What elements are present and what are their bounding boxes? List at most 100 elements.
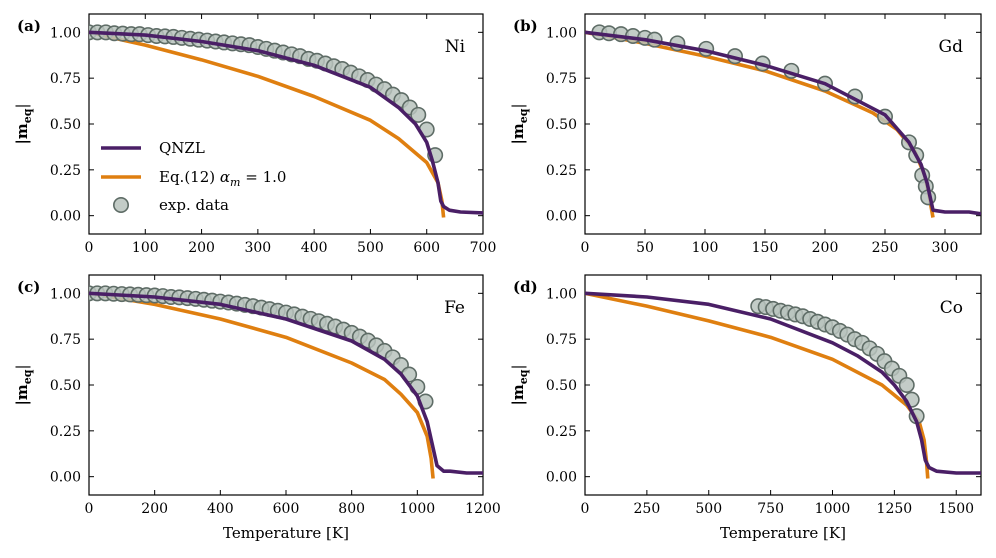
x-tick-label: 150 [752,240,779,256]
chart-panel: 0 250 500 750 1000 1250 1500 0.00 0.25 0.50 0.75 1.… [509,274,982,542]
y-tick-label: 0.25 [50,163,81,179]
y-tick-label: 0.00 [50,209,81,225]
x-tick-label: 700 [470,240,497,256]
x-axis-label: Temperature [K] [223,524,349,542]
legend-label-exp: exp. data [159,196,229,214]
panel-label: (d) [513,278,538,296]
exp-data-point [410,106,427,123]
legend-eq12-suffix: = 1.0 [240,168,286,186]
y-tick-label: 1.00 [50,25,81,41]
y-tick-label: 0.75 [50,71,81,87]
series-line-qnzl [89,30,483,215]
legend-label-qnzl: QNZL [159,139,205,157]
x-tick-label: 200 [141,501,168,517]
x-tick-label: 400 [301,240,328,256]
y-tick-label: 0.75 [50,332,81,348]
y-tick-label: 1.00 [50,286,81,302]
y-tick-label: 0.00 [546,470,577,486]
x-tick-label: 1250 [877,501,913,517]
x-tick-label: 250 [872,240,899,256]
x-tick-label: 200 [188,240,215,256]
y-tick-label: 0.00 [50,470,81,486]
plot-area [89,285,483,479]
plot-area [89,24,483,218]
y-tick-label: 1.00 [546,286,577,302]
x-tick-label: 300 [932,240,959,256]
y-axis-label-sub: eq [517,108,530,123]
y-tick-label: 0.25 [50,424,81,440]
x-tick-label: 600 [273,501,300,517]
x-tick-label: 100 [132,240,159,256]
chart-panel: 0 200 400 600 800 1000 1200 0.00 0.25 0.50 0.75 1.0… [13,274,501,542]
element-label: Gd [939,37,964,57]
x-axis-label: Temperature [K] [720,524,846,542]
y-axis-label: |meq| [509,364,530,405]
x-tick-label: 0 [85,240,94,256]
panel-label: (c) [17,278,40,296]
y-axis-label-end: | [509,364,527,369]
element-label: Co [940,298,963,318]
x-tick-label: 200 [812,240,839,256]
x-tick-label: 50 [636,240,654,256]
y-axis-label-end: | [13,103,31,108]
legend-eq12-prefix: Eq.(12) [159,168,220,186]
series-line-eq12 [585,291,930,479]
x-tick-label: 1000 [400,501,436,517]
y-tick-label: 1.00 [546,25,577,41]
x-tick-label: 1500 [938,501,974,517]
y-axis-label-main: |m [509,384,527,405]
legend-eq12-sub: m [230,176,240,189]
x-tick-label: 100 [692,240,719,256]
x-tick-label: 500 [695,501,722,517]
chart-panel: 0 100 200 300 400 500 600 700 0.00 0.25 0.50 0.75 1.… [13,13,497,256]
y-axis-label: |meq| [509,103,530,144]
y-tick-label: 0.50 [546,378,577,394]
y-tick-label: 0.25 [546,163,577,179]
panel-label: (a) [17,17,41,35]
legend-swatch-exp [113,197,130,214]
y-tick-label: 0.50 [50,117,81,133]
y-axis-label-sub: eq [21,108,34,123]
plot-area [585,24,981,218]
y-tick-label: 0.25 [546,424,577,440]
y-tick-label: 0.75 [546,332,577,348]
y-tick-label: 0.75 [546,71,577,87]
x-tick-label: 400 [207,501,234,517]
legend-label-eq12: Eq.(12) αm = 1.0 [159,168,286,189]
y-tick-label: 0.50 [546,117,577,133]
legend: QNZL Eq.(12) αm = 1.0 exp. data [101,139,286,214]
y-axis-label-main: |m [13,123,31,144]
x-tick-label: 500 [357,240,384,256]
y-tick-label: 0.50 [50,378,81,394]
series-line-eq12 [89,30,446,218]
x-tick-label: 1200 [465,501,501,517]
x-tick-label: 250 [634,501,661,517]
y-axis-label: |meq| [13,103,34,144]
y-axis-label-end: | [13,364,31,369]
x-tick-label: 0 [85,501,94,517]
y-axis-label-sub: eq [517,369,530,384]
y-axis-label-main: |m [509,123,527,144]
legend-eq12-alpha: α [220,168,230,186]
plot-area [585,291,981,479]
x-tick-label: 800 [338,501,365,517]
x-tick-label: 1000 [815,501,851,517]
chart-panel: 0 50 100 150 200 250 300 0.00 0.25 0.50 0.75 1.00 |m… [509,13,982,256]
x-tick-label: 750 [757,501,784,517]
series-line-qnzl [585,291,981,475]
panel-label: (b) [513,17,538,35]
y-axis-label: |meq| [13,364,34,405]
y-tick-label: 0.00 [546,209,577,225]
series-line-eq12 [89,291,435,479]
y-axis-label-main: |m [13,384,31,405]
y-axis-label-sub: eq [21,369,34,384]
x-tick-label: 600 [413,240,440,256]
element-label: Ni [445,37,466,57]
exp-data-point [898,376,915,393]
series-line-qnzl [585,30,981,216]
element-label: Fe [444,298,465,318]
x-tick-label: 300 [244,240,271,256]
y-axis-label-end: | [509,103,527,108]
x-tick-label: 0 [581,240,590,256]
